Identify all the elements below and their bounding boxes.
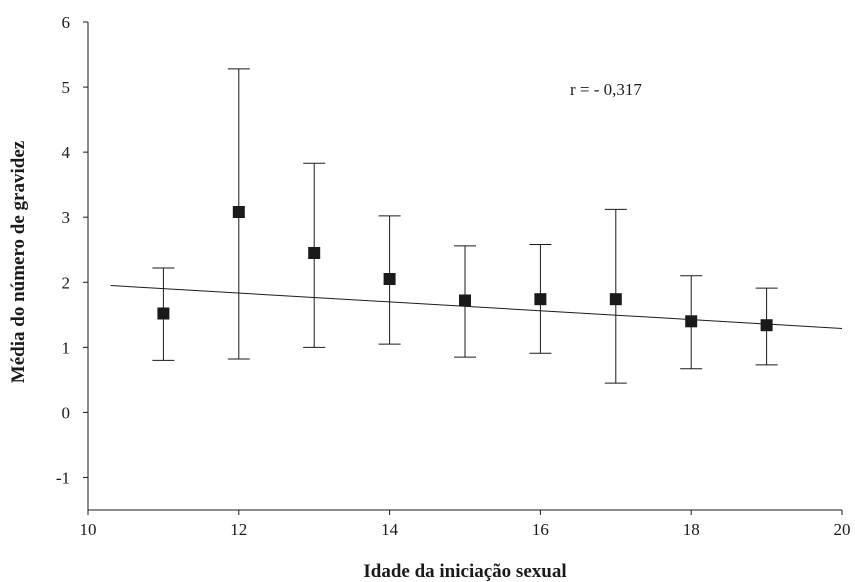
- data-point-marker: [760, 319, 773, 332]
- x-tick-label: 10: [80, 520, 97, 539]
- x-axis-title: Idade da iniciação sexual: [363, 561, 566, 582]
- y-tick-label: -1: [56, 468, 70, 487]
- axes: [87, 22, 842, 511]
- correlation-annotation: r = - 0,317: [570, 80, 642, 99]
- x-tick-label: 12: [230, 520, 247, 539]
- error-bars: [152, 68, 778, 384]
- regression-line: [110, 285, 843, 329]
- y-axis-title: Média do número de gravidez: [8, 140, 29, 383]
- data-point-marker: [308, 246, 321, 259]
- y-tick-label: 3: [62, 208, 71, 227]
- data-point-marker: [157, 307, 170, 320]
- y-tick-label: 5: [62, 78, 71, 97]
- data-points: [157, 205, 773, 332]
- data-point-marker: [383, 273, 396, 286]
- x-tick-label: 18: [683, 520, 700, 539]
- data-point-marker: [459, 294, 471, 307]
- data-point-marker: [232, 205, 245, 218]
- x-axis-ticks: 10 12 14 16 18 20: [80, 510, 851, 539]
- data-point-marker: [534, 293, 547, 306]
- trendline: [110, 285, 843, 329]
- data-point-marker: [685, 315, 698, 328]
- x-tick-label: 14: [381, 520, 399, 539]
- y-tick-label: 2: [62, 273, 71, 292]
- x-tick-label: 20: [834, 520, 851, 539]
- data-point-marker: [609, 293, 622, 306]
- y-tick-label: 6: [62, 13, 71, 32]
- y-axis-ticks: -1 0 1 2 3 4 5 6: [56, 13, 88, 487]
- y-tick-label: 0: [62, 403, 71, 422]
- y-tick-label: 4: [62, 143, 71, 162]
- y-tick-label: 1: [62, 338, 71, 357]
- x-tick-label: 16: [532, 520, 549, 539]
